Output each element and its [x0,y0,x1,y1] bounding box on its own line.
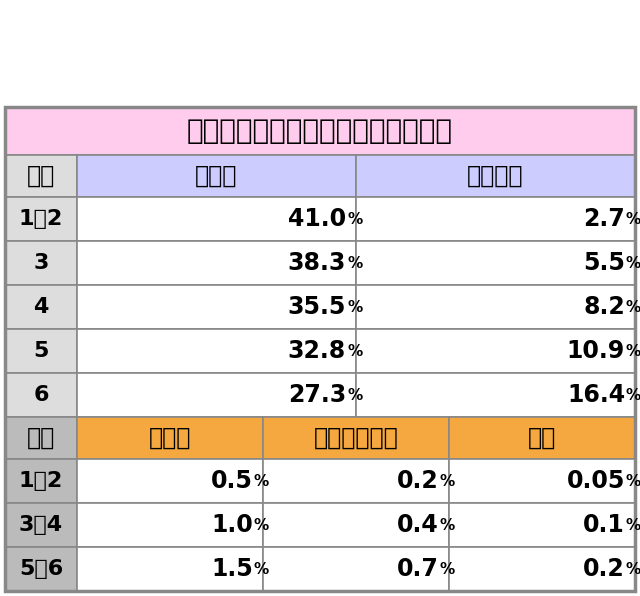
Text: %: % [347,343,362,359]
Bar [449,459,635,503]
Text: %: % [626,256,640,271]
Bar [263,459,449,503]
Text: 高確へ: 高確へ [195,164,237,188]
Bar [5,155,77,197]
Bar [5,107,635,155]
Text: %: % [440,517,455,532]
Bar [77,197,356,241]
Text: 2.7: 2.7 [583,207,625,231]
Text: 超高確へ: 超高確へ [467,164,524,188]
Bar [77,285,356,329]
Text: %: % [254,561,269,576]
Text: 0.7: 0.7 [397,557,439,581]
Text: %: % [347,387,362,402]
Text: 8.2: 8.2 [583,295,625,319]
Bar [5,417,77,459]
Bar [77,241,356,285]
Text: %: % [347,300,362,315]
Bar [263,547,449,591]
Text: 38.3: 38.3 [287,251,346,275]
Text: 0.4: 0.4 [397,513,439,537]
Bar [77,417,263,459]
Text: 帝王: 帝王 [528,426,556,450]
Bar [77,459,263,503]
Bar [77,329,356,373]
Text: 0.5: 0.5 [211,469,253,493]
Text: 0.2: 0.2 [583,557,625,581]
Text: %: % [626,473,640,489]
Bar [77,155,356,197]
Bar [5,329,77,373]
Text: 4: 4 [33,297,49,317]
Text: 3: 3 [33,253,49,273]
Text: 設定: 設定 [27,164,55,188]
Text: 3・4: 3・4 [19,515,63,535]
Text: 弱チャンス目（リールロックなし）: 弱チャンス目（リールロックなし） [187,117,453,145]
Bar [263,417,449,459]
Text: %: % [440,473,455,489]
Bar [5,503,77,547]
Bar [77,503,263,547]
Text: %: % [626,517,640,532]
Text: %: % [254,517,269,532]
Bar [449,547,635,591]
Bar [263,503,449,547]
Text: %: % [626,387,640,402]
Text: 27.3: 27.3 [288,383,346,407]
Bar [5,547,77,591]
Bar [356,329,635,373]
Text: 1・2: 1・2 [19,209,63,229]
Text: 16.4: 16.4 [567,383,625,407]
Text: %: % [626,343,640,359]
Bar [5,241,77,285]
Text: 0.05: 0.05 [566,469,625,493]
Text: %: % [626,212,640,226]
Bar [5,459,77,503]
Text: %: % [626,300,640,315]
Text: 5.5: 5.5 [583,251,625,275]
Text: 0.2: 0.2 [397,469,439,493]
Bar [5,285,77,329]
Bar [77,373,356,417]
Bar [449,417,635,459]
Bar [449,503,635,547]
Bar [356,241,635,285]
Text: 5: 5 [33,341,49,361]
Text: 1・2: 1・2 [19,471,63,491]
Bar [5,197,77,241]
Bar [5,373,77,417]
Text: 32.8: 32.8 [288,339,346,363]
Text: %: % [254,473,269,489]
Bar [356,285,635,329]
Text: ノックアウト: ノックアウト [314,426,398,450]
Text: バトル: バトル [149,426,191,450]
Text: 10.9: 10.9 [567,339,625,363]
Text: 5・6: 5・6 [19,559,63,579]
Text: 41.0: 41.0 [288,207,346,231]
Text: 設定: 設定 [27,426,55,450]
Bar [5,107,635,591]
Bar [356,155,635,197]
Text: %: % [626,561,640,576]
Text: 0.1: 0.1 [583,513,625,537]
Text: 6: 6 [33,385,49,405]
Text: %: % [347,212,362,226]
Text: 1.5: 1.5 [211,557,253,581]
Bar [356,197,635,241]
Bar [356,373,635,417]
Text: 1.0: 1.0 [211,513,253,537]
Text: %: % [440,561,455,576]
Bar [77,547,263,591]
Text: 35.5: 35.5 [287,295,346,319]
Text: %: % [347,256,362,271]
